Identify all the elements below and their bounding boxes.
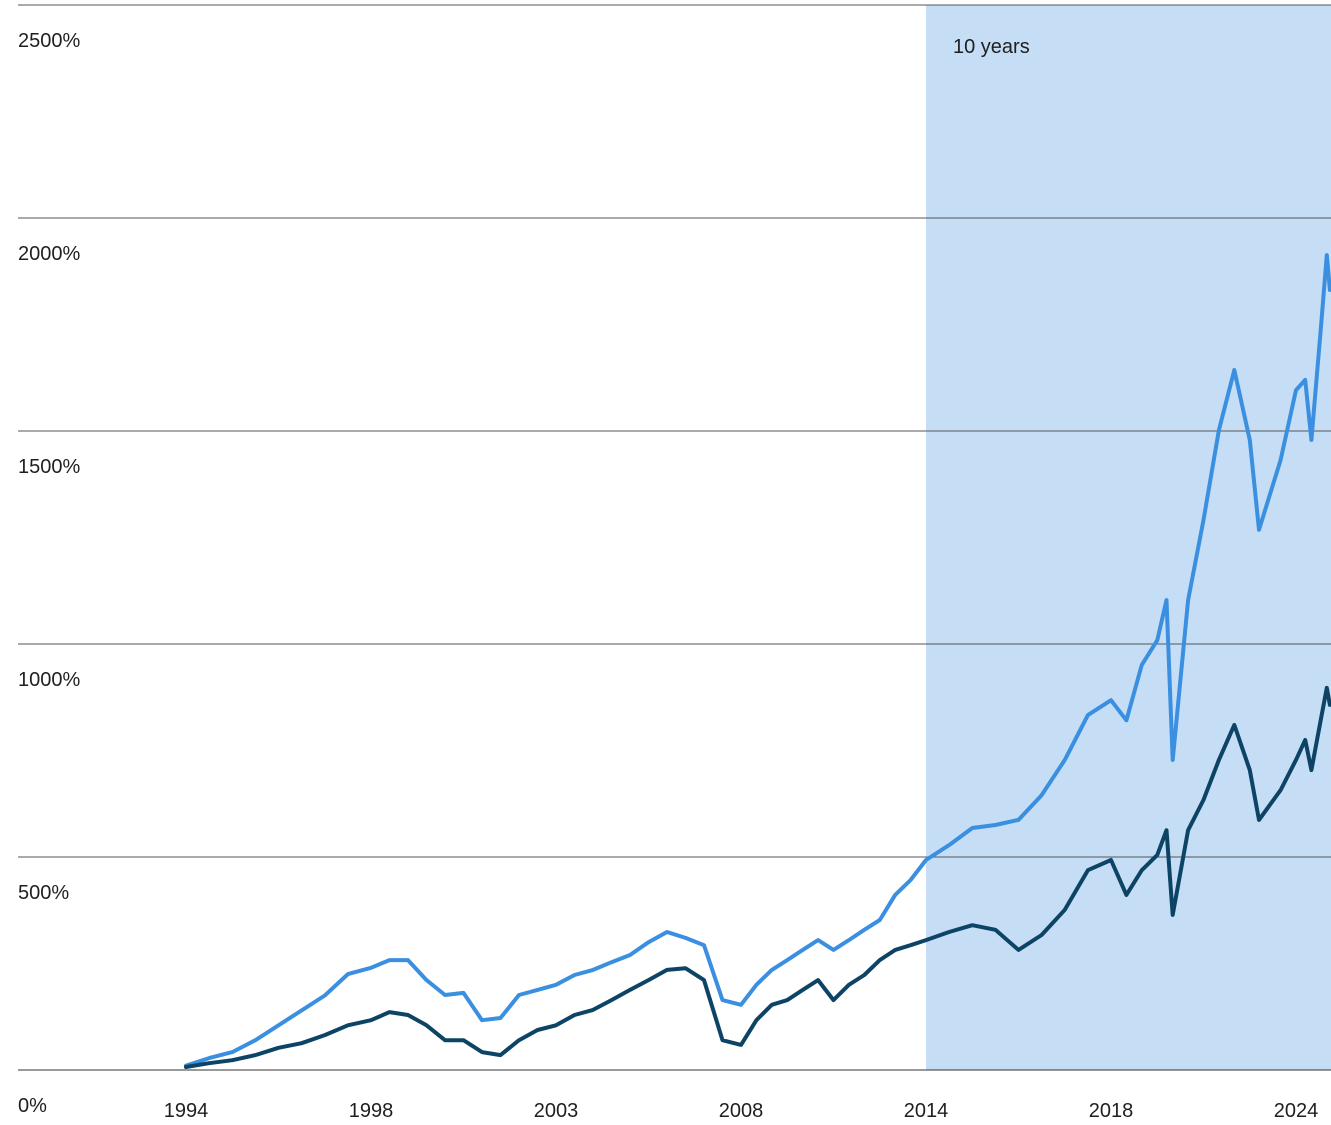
- y-tick-label: 2000%: [18, 243, 80, 265]
- shaded-period: [926, 5, 1331, 1070]
- y-tick-label: 2500%: [18, 30, 80, 52]
- y-tick-label: 0%: [18, 1095, 47, 1117]
- y-tick-label: 500%: [18, 882, 69, 904]
- annotation: 10 years: [953, 36, 1030, 58]
- x-tick-label: 2024: [1274, 1100, 1319, 1122]
- x-tick-label: 2018: [1089, 1100, 1134, 1122]
- series-line: [184, 253, 1331, 1068]
- x-tick-label: 2008: [719, 1100, 764, 1122]
- x-tick-label: 2014: [904, 1100, 949, 1122]
- series-line: [184, 685, 1331, 1069]
- y-tick-label: 1500%: [18, 456, 80, 478]
- x-tick-label: 1998: [349, 1100, 394, 1122]
- x-tick-label: 2003: [534, 1100, 579, 1122]
- y-tick-label: 1000%: [18, 669, 80, 691]
- x-tick-label: 1994: [164, 1100, 209, 1122]
